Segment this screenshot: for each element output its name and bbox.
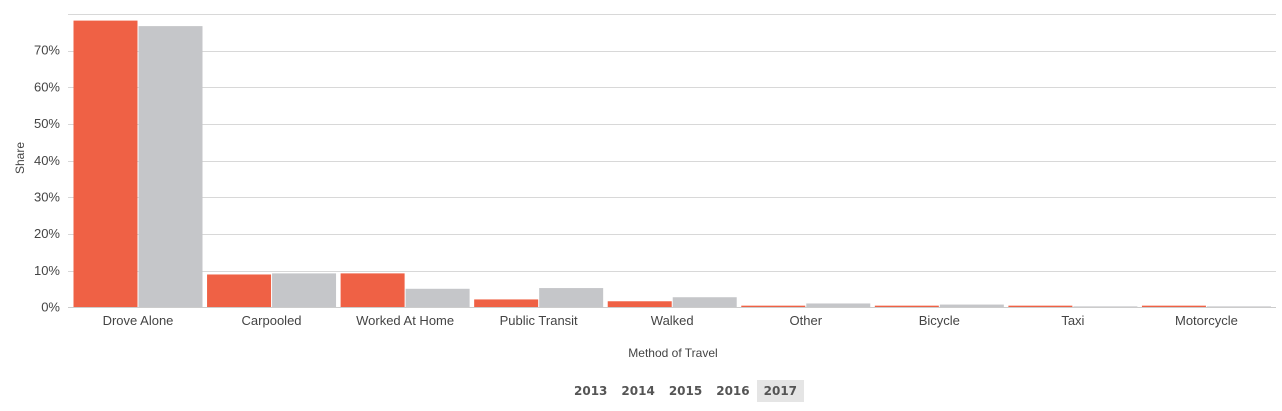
y-axis-ticks: 0% 10% 20% 30% 40% 50% 60% 70% [34,43,60,315]
bar-other-series-2[interactable] [806,303,871,308]
bar-drove-alone-series-1[interactable] [73,20,138,308]
bar-taxi-series-1[interactable] [1008,305,1073,308]
x-tick-label: Other [790,313,823,328]
bar-bicycle-series-2[interactable] [939,304,1004,308]
x-tick-label: Carpooled [242,313,302,328]
y-axis-title: Share [13,142,27,174]
year-button-2013[interactable]: 2013 [574,384,608,398]
x-axis-ticks: Drove Alone Carpooled Worked At Home Public… [103,313,1238,328]
year-selector: 2013 2014 2015 2016 2017 [567,380,805,402]
x-tick-label: Walked [651,313,694,328]
bar-bicycle-series-1[interactable] [874,305,939,308]
x-tick-label: Public Transit [500,313,578,328]
year-button-2017[interactable]: 2017 [756,380,805,402]
x-axis-title: Method of Travel [628,346,717,360]
y-tick-label: 60% [34,79,60,94]
bar-taxi-series-2[interactable] [1073,306,1138,308]
bar-motorcycle-series-1[interactable] [1141,305,1206,308]
year-button-2014[interactable]: 2014 [621,384,655,398]
grid-lines [68,14,1276,272]
bar-chart: 0% 10% 20% 30% 40% 50% 60% 70% Drove Alone Carpo… [13,14,1276,360]
x-tick-label: Bicycle [919,313,960,328]
y-tick-label: 70% [34,43,60,58]
bar-walked-series-1[interactable] [607,301,672,308]
y-tick-label: 30% [34,189,60,204]
bar-walked-series-2[interactable] [672,297,737,308]
bar-worked-at-home-series-2[interactable] [405,288,470,308]
x-tick-label: Motorcycle [1175,313,1238,328]
x-tick-label: Drove Alone [103,313,174,328]
bar-carpooled-series-1[interactable] [207,274,272,308]
y-tick-label: 40% [34,153,60,168]
bar-carpooled-series-2[interactable] [272,273,337,308]
y-tick-label: 50% [34,116,60,131]
year-button-2016[interactable]: 2016 [716,384,750,398]
bar-public-transit-series-2[interactable] [539,288,604,308]
bar-public-transit-series-1[interactable] [474,299,539,308]
bar-drove-alone-series-2[interactable] [138,26,203,308]
x-tick-label: Taxi [1061,313,1084,328]
bar-worked-at-home-series-1[interactable] [340,273,405,308]
x-tick-label: Worked At Home [356,313,454,328]
year-button-2015[interactable]: 2015 [668,384,703,398]
y-tick-label: 10% [34,263,60,278]
y-tick-label: 0% [41,300,60,315]
bar-motorcycle-series-2[interactable] [1206,306,1271,308]
bar-other-series-1[interactable] [741,305,806,308]
y-tick-label: 20% [34,226,60,241]
bars [73,20,1271,308]
